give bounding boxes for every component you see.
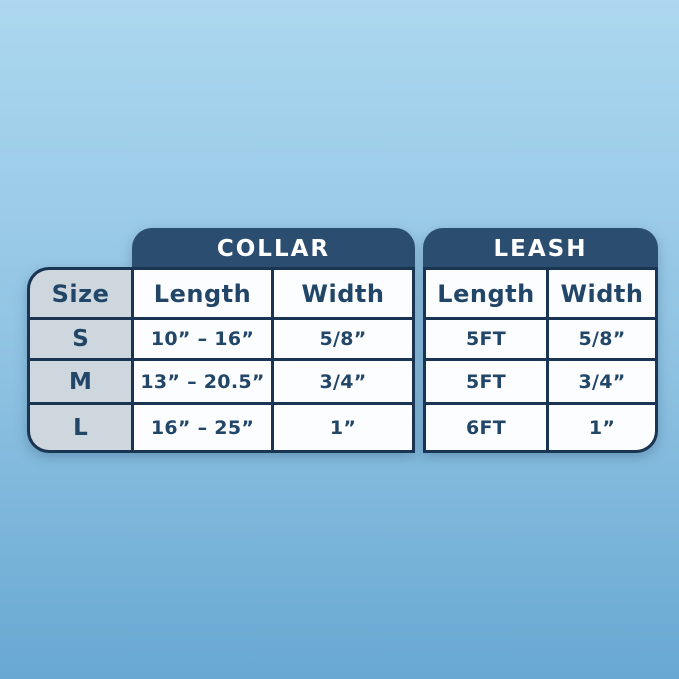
- leash-length-m: 5FT: [426, 361, 546, 402]
- leash-table-grid: Length Width 5FT 5/8” 5FT 3/4” 6FT 1”: [423, 267, 658, 453]
- collar-size-table: COLLAR Size Length Width S 10” – 16” 5/8…: [27, 228, 415, 453]
- leash-width-header: Width: [549, 270, 655, 317]
- leash-table: LEASH Length Width 5FT 5/8” 5FT 3/4” 6FT…: [423, 228, 658, 453]
- leash-width-m: 3/4”: [549, 361, 655, 402]
- collar-length-l: 16” – 25”: [134, 405, 271, 450]
- collar-width-s: 5/8”: [274, 320, 412, 358]
- leash-length-s: 5FT: [426, 320, 546, 358]
- collar-width-l: 1”: [274, 405, 412, 450]
- size-row-label-m: M: [30, 361, 131, 402]
- size-row-label-l: L: [30, 405, 131, 450]
- leash-section-header: LEASH: [423, 228, 658, 273]
- collar-width-m: 3/4”: [274, 361, 412, 402]
- collar-width-header: Width: [274, 270, 412, 317]
- size-row-label-s: S: [30, 320, 131, 358]
- collar-length-s: 10” – 16”: [134, 320, 271, 358]
- size-column-header: Size: [30, 270, 131, 317]
- collar-table-grid: Size Length Width S 10” – 16” 5/8” M 13”…: [27, 267, 415, 453]
- leash-title: LEASH: [493, 236, 588, 262]
- leash-width-s: 5/8”: [549, 320, 655, 358]
- collar-length-header: Length: [134, 270, 271, 317]
- leash-length-header: Length: [426, 270, 546, 317]
- leash-length-l: 6FT: [426, 405, 546, 450]
- collar-length-m: 13” – 20.5”: [134, 361, 271, 402]
- collar-section-header: COLLAR: [132, 228, 415, 273]
- collar-title: COLLAR: [216, 236, 331, 262]
- leash-width-l: 1”: [549, 405, 655, 450]
